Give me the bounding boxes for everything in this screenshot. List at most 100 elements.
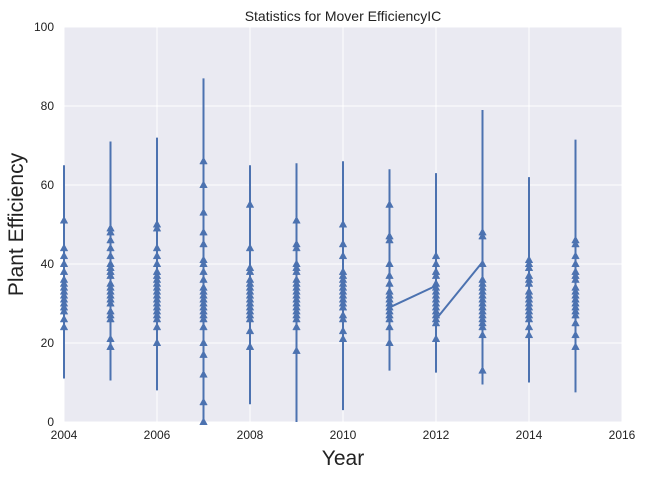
data-point (245, 279, 255, 287)
data-point (385, 294, 394, 303)
data-point (292, 267, 301, 275)
data-point (431, 334, 441, 343)
data-point (152, 275, 162, 283)
data-point (292, 263, 301, 271)
data-point (106, 342, 115, 350)
data-point (431, 267, 441, 275)
data-point (292, 259, 301, 267)
data-point (338, 314, 348, 323)
data-point (106, 243, 115, 252)
data-point (152, 298, 162, 307)
data-point (152, 267, 162, 275)
data-point (292, 239, 301, 248)
data-point (338, 298, 348, 307)
data-point (431, 298, 441, 307)
data-point (59, 290, 69, 299)
data-point (385, 306, 394, 315)
data-point (199, 369, 208, 378)
data-point (245, 326, 255, 335)
y-tick-labels: 0 20 40 60 80 100 (34, 20, 54, 429)
data-point (59, 294, 69, 303)
data-point (571, 251, 580, 260)
data-point (245, 306, 255, 315)
data-point (152, 223, 162, 232)
data-point (431, 271, 441, 279)
data-point (152, 286, 162, 295)
data-point (338, 326, 348, 335)
data-point (152, 302, 162, 311)
x-tick-label: 2016 (609, 428, 636, 442)
data-point (152, 259, 162, 267)
data-point (199, 275, 208, 283)
data-point (571, 310, 580, 319)
data-point (385, 302, 394, 311)
data-point (106, 235, 115, 244)
data-point (199, 282, 208, 291)
data-point (524, 290, 534, 299)
data-point (106, 286, 115, 295)
data-point (385, 200, 394, 208)
data-point (478, 290, 487, 299)
data-point (59, 251, 69, 260)
data-point (524, 255, 534, 264)
data-point (152, 338, 162, 346)
data-point (199, 180, 208, 188)
data-point (106, 223, 115, 232)
data-point (478, 231, 487, 240)
data-point (571, 298, 580, 307)
data-point (338, 267, 348, 275)
data-point (478, 275, 487, 283)
y-tick-label: 20 (41, 336, 55, 350)
data-point (199, 294, 208, 303)
data-point (571, 271, 580, 279)
data-point (571, 286, 580, 295)
x-axis-label: Year (322, 447, 364, 470)
y-tick-label: 80 (41, 99, 55, 113)
data-point (524, 279, 534, 287)
data-point (152, 282, 162, 291)
data-point (292, 275, 301, 283)
data-point (478, 330, 487, 339)
data-point (524, 306, 534, 315)
data-point (478, 310, 487, 319)
x-tick-label: 2010 (330, 428, 357, 442)
data-point (385, 279, 394, 287)
data-point (106, 298, 115, 307)
data-point (106, 310, 115, 319)
data-point (199, 397, 208, 406)
data-point (245, 290, 255, 299)
data-point (245, 200, 255, 208)
y-tick-label: 0 (47, 415, 54, 429)
data-point (431, 302, 441, 311)
data-point (245, 263, 255, 271)
series-markers (59, 156, 580, 425)
data-point (245, 294, 255, 303)
y-tick-label: 60 (41, 178, 55, 192)
data-point (431, 286, 441, 295)
data-point (478, 227, 487, 236)
data-point (571, 290, 580, 299)
data-point (338, 282, 348, 291)
data-point (431, 306, 441, 315)
data-point (292, 306, 301, 315)
data-point (199, 417, 208, 425)
data-point (338, 294, 348, 303)
data-point (292, 310, 301, 319)
x-tick-label: 2008 (237, 428, 264, 442)
data-point (571, 318, 580, 327)
data-point (245, 314, 255, 323)
data-point (59, 314, 69, 323)
data-point (431, 318, 441, 327)
data-point (338, 219, 348, 228)
data-point (338, 290, 348, 299)
data-point (385, 259, 394, 267)
data-point (338, 334, 348, 343)
data-point (431, 294, 441, 303)
data-point (292, 279, 301, 287)
y-tick-label: 40 (41, 257, 55, 271)
data-point (199, 255, 208, 264)
y-tick-label: 100 (34, 20, 54, 34)
data-point (245, 302, 255, 311)
data-point (571, 267, 580, 275)
data-point (292, 322, 301, 331)
